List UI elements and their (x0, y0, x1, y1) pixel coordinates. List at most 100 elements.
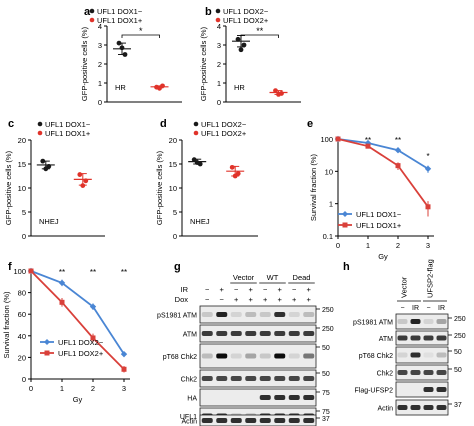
panel-letter-b: b (205, 6, 212, 18)
data-point (43, 166, 49, 172)
x-tick-label: 1 (60, 384, 64, 393)
blot-band (410, 405, 421, 410)
marker-label: 50 (322, 345, 330, 352)
y-tick-label: 0 (22, 232, 26, 241)
x-tick-label: 2 (396, 241, 400, 250)
blot-lane-header: UFSP2-flag (426, 259, 435, 298)
blot-band (410, 335, 421, 341)
legend-marker (193, 121, 199, 127)
y-tick-label: 10 (18, 184, 26, 193)
x-axis-label: Gy (73, 395, 83, 404)
blot-band (436, 370, 447, 375)
panel-letter-a: a (84, 6, 91, 18)
blot-band (303, 395, 315, 400)
blot-row-label: Chk2 (377, 371, 393, 378)
y-axis-label: Survival fraction (%) (2, 291, 11, 359)
blot-band (230, 418, 242, 423)
blot-row-label: ATM (379, 336, 393, 343)
y-tick-label: 20 (169, 136, 177, 145)
blot-band (259, 353, 271, 359)
legend-label: UFL1 DOX2+ (58, 349, 104, 358)
y-tick-label: 10 (325, 167, 333, 176)
data-point (157, 85, 162, 91)
significance-label: ** (90, 268, 96, 277)
data-point (276, 92, 281, 97)
legend-label: UFL1 DOX2+ (223, 16, 269, 25)
blot-band (436, 335, 447, 341)
blot-band (230, 353, 242, 359)
blot-band (259, 418, 271, 423)
data-point (235, 36, 241, 42)
legend-marker (215, 8, 221, 14)
data-point (120, 350, 128, 358)
chart-a: 0 1 2 3 4 GFP-positive cells (%) HR * UFL1 DOX1−… (80, 7, 182, 107)
y-tick-label: 10 (169, 184, 177, 193)
y-tick-label: 20 (18, 136, 26, 145)
blot-group-label: WT (267, 273, 279, 282)
blot-band (288, 312, 300, 317)
series-line (337, 138, 429, 170)
y-tick-label: 4 (98, 22, 102, 31)
significance-label: ** (256, 26, 264, 36)
ir-sign: IR (412, 305, 419, 312)
blot-band (436, 405, 447, 410)
blot-band (410, 319, 421, 324)
blot-row-label: pS1981 ATM (353, 320, 393, 327)
significance-label: ** (121, 268, 127, 277)
legend-marker (37, 130, 43, 136)
legend-label: UFL1 DOX1+ (97, 16, 143, 25)
x-tick-label: 3 (426, 241, 430, 250)
ir-sign: − (400, 305, 404, 312)
charts-layer: 0 1 2 3 4 GFP-positive cells (%) HR * UFL1 DOX1−… (2, 7, 434, 404)
significance-bracket (121, 34, 160, 38)
y-tick-label: 1 (329, 200, 333, 209)
data-point (365, 143, 371, 149)
legend-label: UFL1 DOX1− (97, 7, 143, 16)
blot-band (201, 376, 213, 381)
ir-sign: − (426, 305, 430, 312)
blot-band (410, 352, 421, 358)
blot-band (423, 335, 434, 341)
dox-sign: + (263, 295, 268, 304)
blot-row-label: pS1981 ATM (157, 313, 197, 320)
y-tick-label: 20 (18, 353, 26, 362)
inner-label: NHEJ (39, 217, 59, 226)
ir-sign: + (249, 285, 254, 294)
blot-strip (199, 414, 317, 426)
y-tick-label: 1 (217, 79, 221, 88)
blot-strip (395, 399, 449, 416)
y-axis-label: GFP-positive cells (%) (199, 26, 208, 101)
data-point (191, 157, 197, 163)
ir-sign: IR (438, 305, 445, 312)
blot-band (410, 370, 421, 375)
blot-strip (199, 388, 317, 407)
data-point (194, 160, 200, 165)
blot-band (216, 353, 228, 359)
blot-band (259, 376, 271, 381)
marker-label: 250 (322, 307, 334, 314)
data-point (121, 366, 127, 372)
data-point (58, 279, 66, 287)
panel-letter-g: g (174, 261, 181, 273)
ir-sign: − (263, 285, 268, 294)
y-tick-label: 40 (18, 332, 26, 341)
blot-band (288, 395, 300, 400)
blot-strip (199, 305, 317, 324)
blot-band (397, 352, 408, 358)
significance-bracket (240, 34, 279, 38)
y-tick-label: 0 (217, 98, 221, 107)
y-tick-label: 80 (18, 289, 26, 298)
legend-label: UFL1 DOX2− (58, 338, 104, 347)
blot-band (397, 370, 408, 375)
legend-marker (193, 130, 199, 136)
blot-band (303, 418, 315, 423)
dox-sign: − (220, 295, 225, 304)
blot-strip (395, 313, 449, 330)
legend-marker (44, 350, 50, 356)
y-axis-label: GFP-positive cells (%) (155, 150, 164, 225)
legend-marker (89, 8, 95, 14)
legend-label: UFL1 DOX1+ (356, 221, 402, 230)
significance-label: * (139, 26, 143, 36)
